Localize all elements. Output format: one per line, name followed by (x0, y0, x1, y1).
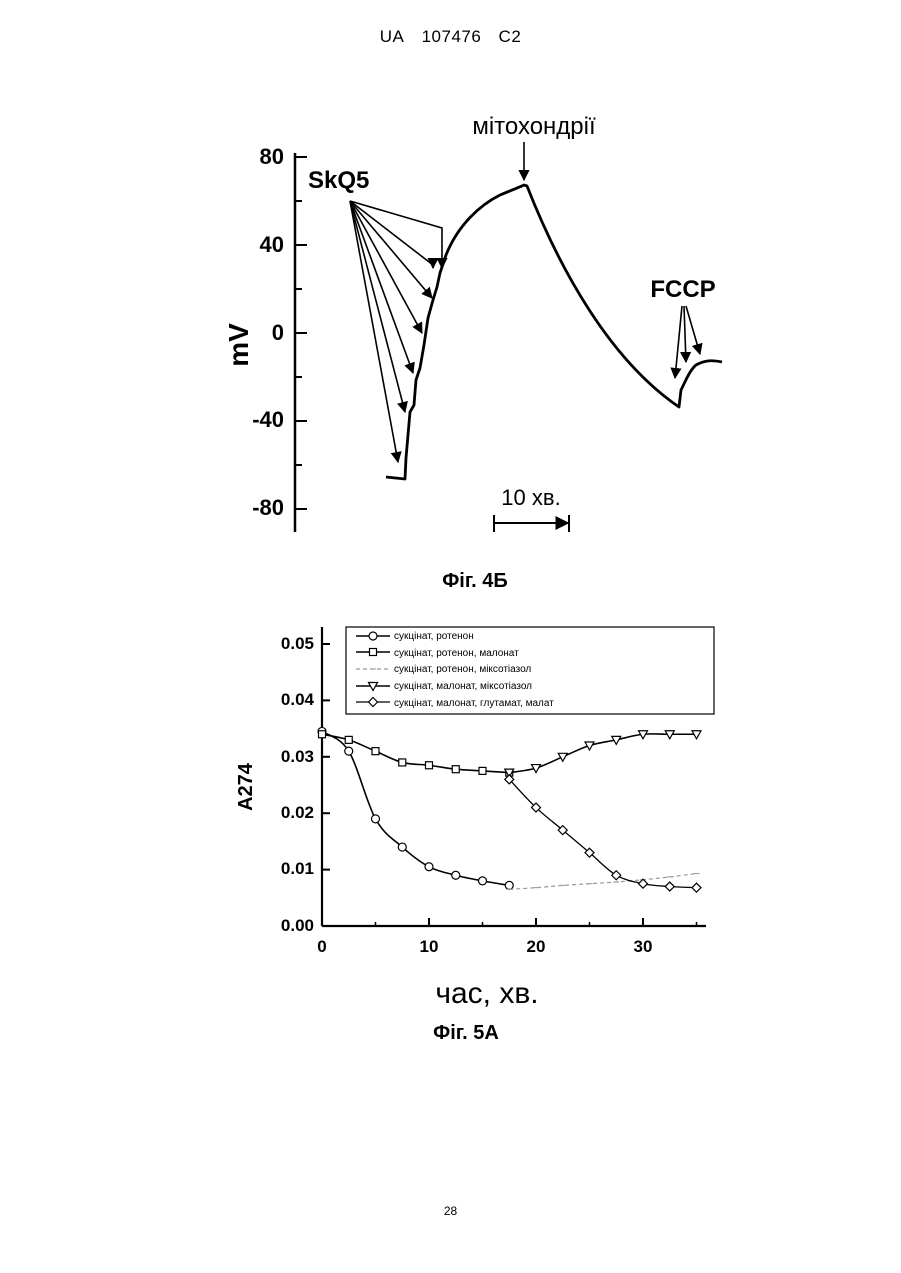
data-point (692, 883, 701, 892)
series-line (509, 779, 696, 887)
fig4b-ytick-80: 80 (260, 144, 284, 169)
fig5a-xtick-10: 10 (420, 937, 439, 956)
fig4b-ytick-40: 40 (260, 232, 284, 257)
fig4b-chart: 80 40 0 -40 -80 mV SkQ5 мітохондрії FCCP (223, 113, 722, 532)
legend-entry-3: сукцінат, ротенон, міксотіазол (394, 664, 531, 675)
fig5a-xtick-0: 0 (317, 937, 326, 956)
fig4b-ytick-neg40: -40 (252, 407, 284, 432)
fig4b-ytick-neg80: -80 (252, 495, 284, 520)
data-point (639, 879, 648, 888)
fig5a-ytick-000: 0.00 (281, 916, 314, 935)
fig5a-legend: сукцінат, ротенон сукцінат, ротенон, мал… (346, 627, 714, 714)
page-number: 28 (0, 1204, 901, 1218)
fig5a-ylabel: A274 (235, 762, 257, 811)
data-point (345, 747, 353, 755)
data-point (426, 762, 433, 769)
fig5a-xlabel: час, хв. (435, 977, 538, 1010)
legend-entry-2: сукцінат, ротенон, малонат (394, 648, 519, 659)
fig5a-series (318, 727, 701, 892)
fig5a-ytick-002: 0.02 (281, 803, 314, 822)
data-point (479, 877, 487, 885)
data-point (345, 736, 352, 743)
data-point (665, 882, 674, 891)
fig4b-ylabel: mV (223, 323, 254, 367)
series-4 (505, 731, 701, 777)
data-point (372, 815, 380, 823)
data-point (612, 871, 621, 880)
fig5a-caption: Фіг. 5А (433, 1022, 499, 1044)
data-point (319, 731, 326, 738)
legend-entry-1: сукцінат, ротенон (394, 631, 474, 642)
legend-entry-4: сукцінат, малонат, міксотіазол (394, 681, 532, 692)
fig4b-y-ticks (295, 157, 307, 509)
fig5a-ytick-001: 0.01 (281, 859, 314, 878)
fig5a-chart: 0.05 0.04 0.03 0.02 0.01 0.00 0 10 20 30… (235, 627, 714, 1010)
fig5a-ytick-003: 0.03 (281, 747, 314, 766)
data-point (399, 759, 406, 766)
fig4b-trace (386, 185, 722, 479)
data-point (452, 766, 459, 773)
data-point (425, 863, 433, 871)
fig5a-xtick-30: 30 (634, 937, 653, 956)
series-1 (318, 727, 513, 889)
data-point (479, 767, 486, 774)
fig5a-ytick-005: 0.05 (281, 634, 314, 653)
data-point (505, 881, 513, 889)
data-point (370, 649, 377, 656)
data-point (452, 871, 460, 879)
fccp-arrows (675, 306, 700, 378)
fig5a-ytick-004: 0.04 (281, 690, 315, 709)
data-point (398, 843, 406, 851)
mito-label: мітохондрії (472, 113, 596, 140)
fig5a-xtick-20: 20 (527, 937, 546, 956)
fig4b-ytick-0: 0 (272, 320, 284, 345)
data-point (369, 632, 377, 640)
time-scale-label: 10 хв. (501, 485, 560, 510)
skq5-label: SkQ5 (308, 167, 369, 194)
data-point (372, 748, 379, 755)
fig4b-caption: Фіг. 4Б (442, 570, 508, 592)
skq5-arrows (350, 201, 442, 462)
series-5 (505, 775, 701, 892)
time-scale-bar (494, 515, 569, 532)
legend-entry-5: сукцінат, малонат, глутамат, малат (394, 698, 554, 709)
fccp-label: FCCP (650, 276, 715, 303)
